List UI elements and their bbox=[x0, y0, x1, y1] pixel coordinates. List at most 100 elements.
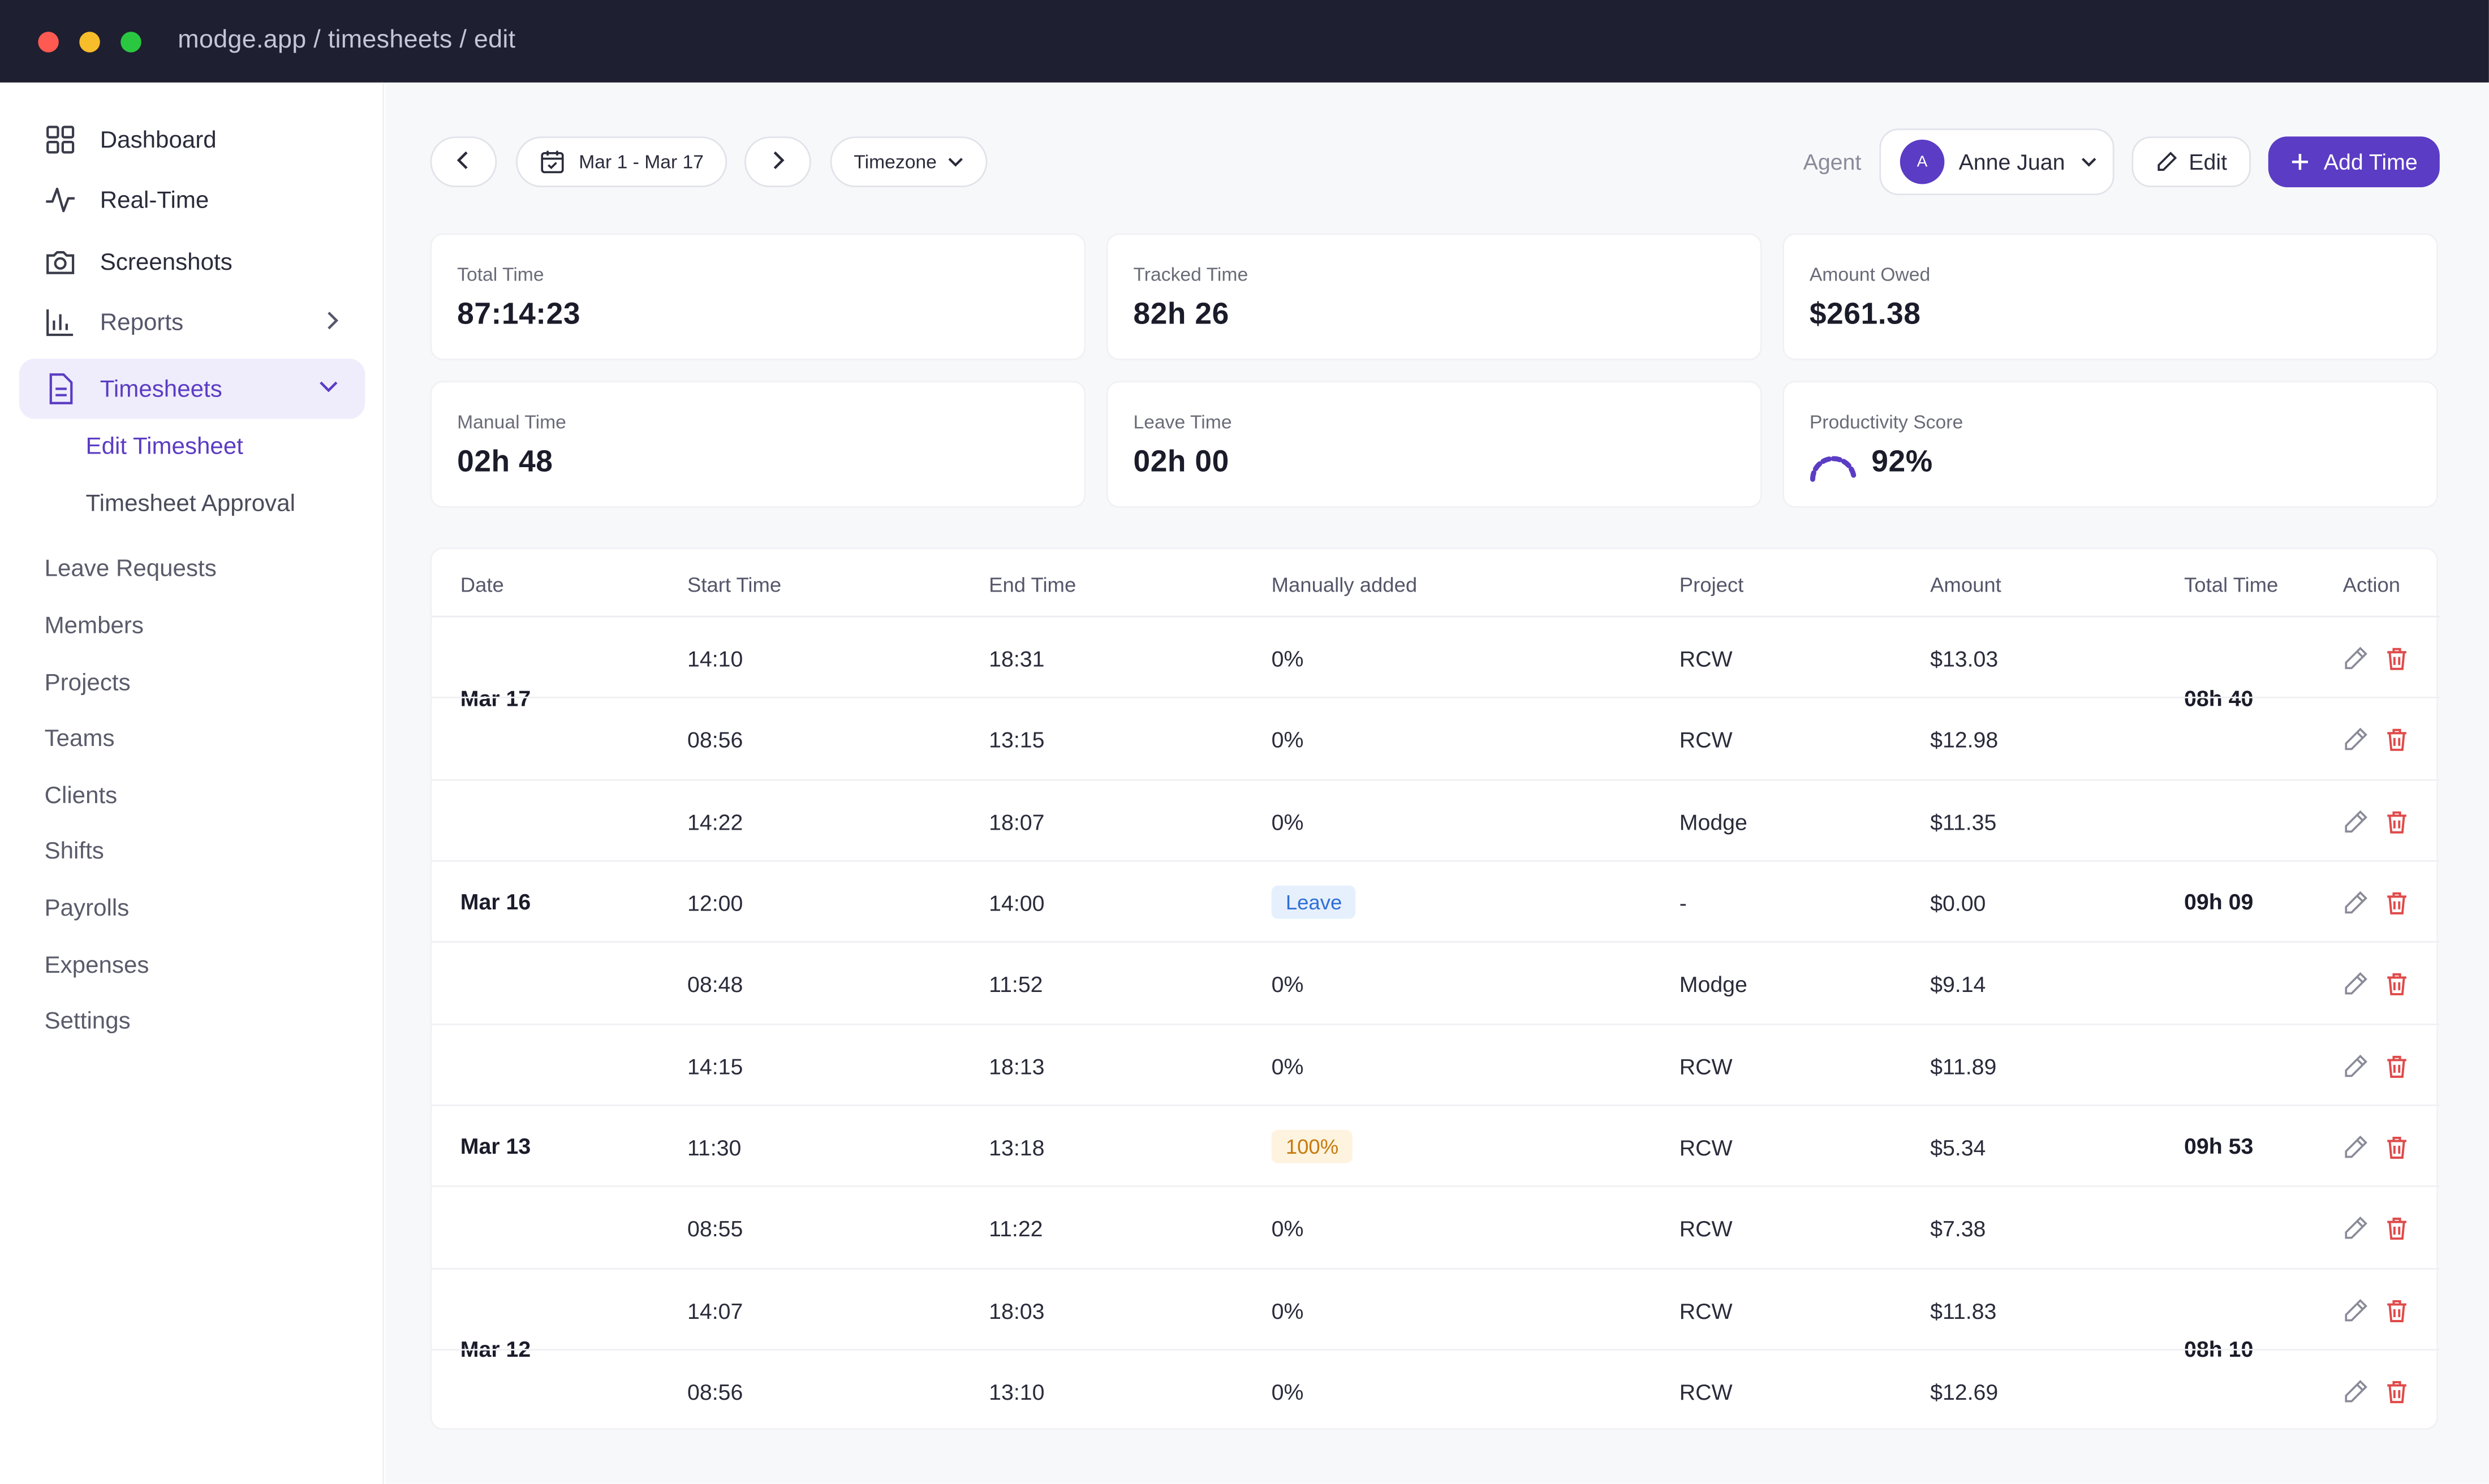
stat-card-productivity-score: Productivity Score 92% bbox=[1782, 381, 2439, 508]
row-divider bbox=[432, 696, 2440, 698]
sidebar-subitem-timesheet-approval[interactable]: Timesheet Approval bbox=[85, 490, 295, 517]
row-end-time: 18:07 bbox=[989, 809, 1045, 835]
add-time-label: Add Time bbox=[2323, 149, 2418, 175]
stat-value: 02h 00 bbox=[1133, 446, 1229, 480]
minimize-window-button[interactable] bbox=[79, 31, 100, 52]
row-amount: $0.00 bbox=[1930, 890, 1986, 916]
delete-entry-trash-icon[interactable] bbox=[2383, 1133, 2410, 1160]
row-end-time: 11:22 bbox=[989, 1215, 1043, 1241]
delete-entry-trash-icon[interactable] bbox=[2383, 1378, 2410, 1405]
chevron-down-icon bbox=[948, 156, 964, 168]
stat-label: Total Time bbox=[457, 263, 544, 286]
delete-entry-trash-icon[interactable] bbox=[2383, 969, 2410, 996]
delete-entry-trash-icon[interactable] bbox=[2383, 1214, 2410, 1241]
row-amount: $11.83 bbox=[1930, 1298, 1997, 1324]
row-start-time: 14:15 bbox=[687, 1054, 743, 1080]
calendar-icon bbox=[539, 149, 565, 175]
sidebar-item-payrolls[interactable]: Payrolls bbox=[44, 895, 130, 922]
delete-entry-trash-icon[interactable] bbox=[2383, 888, 2410, 916]
sidebar-item-leave-requests[interactable]: Leave Requests bbox=[44, 555, 217, 583]
delete-entry-trash-icon[interactable] bbox=[2383, 1052, 2410, 1079]
sidebar-item-reports[interactable]: Reports bbox=[19, 292, 365, 352]
edit-entry-pencil-icon[interactable] bbox=[2341, 1133, 2369, 1160]
sidebar-item-real-time[interactable]: Real-Time bbox=[19, 170, 365, 230]
chevron-down-icon bbox=[2081, 156, 2097, 168]
sidebar-item-dashboard[interactable]: Dashboard bbox=[19, 110, 365, 170]
add-time-button[interactable]: Add Time bbox=[2268, 136, 2440, 188]
sidebar-item-label: Timesheets bbox=[100, 375, 222, 403]
stat-card-amount-owed: Amount Owed $261.38 bbox=[1782, 233, 2439, 360]
timezone-select[interactable]: Timezone bbox=[830, 136, 988, 188]
row-divider bbox=[432, 1349, 2440, 1351]
row-divider bbox=[432, 1023, 2440, 1025]
row-amount: $13.03 bbox=[1930, 646, 1999, 671]
chevron-right-icon bbox=[770, 148, 786, 175]
sidebar-item-projects[interactable]: Projects bbox=[44, 670, 131, 697]
stat-value: $261.38 bbox=[1809, 298, 1921, 332]
agent-select[interactable]: A Anne Juan bbox=[1879, 128, 2115, 196]
edit-entry-pencil-icon[interactable] bbox=[2341, 644, 2369, 671]
manual-percent-badge: 100% bbox=[1271, 1129, 1353, 1163]
edit-entry-pencil-icon[interactable] bbox=[2341, 1214, 2369, 1241]
edit-entry-pencil-icon[interactable] bbox=[2341, 969, 2369, 996]
row-amount: $7.38 bbox=[1930, 1215, 1986, 1241]
camera-icon bbox=[45, 246, 76, 278]
row-project: RCW bbox=[1679, 1215, 1733, 1241]
stat-card-tracked-time: Tracked Time 82h 26 bbox=[1106, 233, 1762, 360]
row-end-time: 14:00 bbox=[989, 890, 1045, 916]
sidebar-item-members[interactable]: Members bbox=[44, 612, 144, 640]
delete-entry-trash-icon[interactable] bbox=[2383, 725, 2410, 752]
stat-label: Productivity Score bbox=[1809, 411, 1963, 434]
edit-entry-pencil-icon[interactable] bbox=[2341, 888, 2369, 916]
edit-entry-pencil-icon[interactable] bbox=[2341, 1052, 2369, 1079]
row-end-time: 11:52 bbox=[989, 971, 1043, 997]
maximize-window-button[interactable] bbox=[120, 31, 141, 52]
row-project: RCW bbox=[1679, 1298, 1733, 1324]
stat-value: 82h 26 bbox=[1133, 298, 1229, 332]
column-header-manually-added: Manually added bbox=[1271, 572, 1418, 597]
sidebar-item-settings[interactable]: Settings bbox=[44, 1007, 131, 1035]
stat-label: Tracked Time bbox=[1133, 263, 1248, 286]
sidebar-item-label: Screenshots bbox=[100, 248, 232, 275]
row-project: RCW bbox=[1679, 646, 1733, 671]
sidebar-item-screenshots[interactable]: Screenshots bbox=[19, 232, 365, 292]
agent-name: Anne Juan bbox=[1958, 149, 2065, 175]
row-manually-added: 0% bbox=[1271, 646, 1304, 671]
column-header-start-time: Start Time bbox=[687, 572, 782, 597]
date-range-picker[interactable]: Mar 1 - Mar 17 bbox=[515, 136, 727, 188]
sidebar-subitem-edit-timesheet[interactable]: Edit Timesheet bbox=[85, 433, 243, 460]
date-range-label: Mar 1 - Mar 17 bbox=[579, 150, 704, 173]
row-amount: $12.98 bbox=[1930, 727, 1999, 753]
stat-label: Leave Time bbox=[1133, 411, 1232, 434]
sidebar-item-timesheets[interactable]: Timesheets bbox=[19, 359, 365, 419]
prev-range-button[interactable] bbox=[430, 136, 497, 188]
sidebar-item-shifts[interactable]: Shifts bbox=[44, 838, 104, 865]
edit-entry-pencil-icon[interactable] bbox=[2341, 808, 2369, 835]
next-range-button[interactable] bbox=[744, 136, 811, 188]
grid-icon bbox=[45, 124, 76, 156]
row-date: Mar 13 bbox=[460, 1133, 531, 1159]
stat-card-manual-time: Manual Time 02h 48 bbox=[430, 381, 1086, 508]
stat-label: Manual Time bbox=[457, 411, 566, 434]
sidebar-item-teams[interactable]: Teams bbox=[44, 725, 115, 753]
edit-entry-pencil-icon[interactable] bbox=[2341, 1297, 2369, 1324]
delete-entry-trash-icon[interactable] bbox=[2383, 644, 2410, 671]
sidebar-item-clients[interactable]: Clients bbox=[44, 782, 118, 810]
edit-entry-pencil-icon[interactable] bbox=[2341, 1378, 2369, 1405]
gauge-icon bbox=[1808, 451, 1859, 482]
close-window-button[interactable] bbox=[38, 31, 59, 52]
row-start-time: 08:56 bbox=[687, 1379, 743, 1405]
row-amount: $5.34 bbox=[1930, 1134, 1986, 1161]
row-project: RCW bbox=[1679, 1134, 1733, 1161]
delete-entry-trash-icon[interactable] bbox=[2383, 1297, 2410, 1324]
row-manually-added: 0% bbox=[1271, 1054, 1304, 1080]
sidebar-item-expenses[interactable]: Expenses bbox=[44, 952, 149, 980]
delete-entry-trash-icon[interactable] bbox=[2383, 808, 2410, 835]
row-start-time: 14:22 bbox=[687, 809, 743, 835]
edit-entry-pencil-icon[interactable] bbox=[2341, 725, 2369, 752]
row-end-time: 13:10 bbox=[989, 1379, 1045, 1405]
row-total-time: 09h 53 bbox=[2184, 1133, 2254, 1159]
edit-button[interactable]: Edit bbox=[2131, 136, 2251, 188]
timesheet-table: Date Start Time End Time Manually added … bbox=[430, 547, 2440, 1430]
row-start-time: 08:55 bbox=[687, 1215, 743, 1241]
